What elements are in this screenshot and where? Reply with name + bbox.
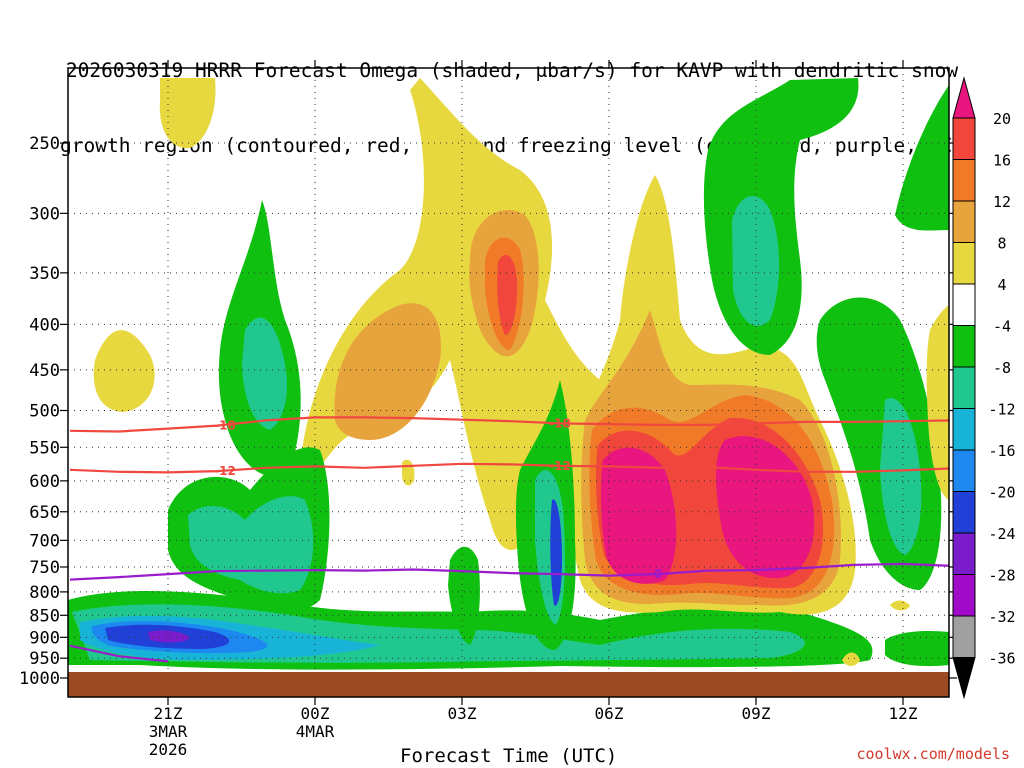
- colorbar-swatch: [952, 574, 976, 617]
- y-tick-label: 800: [29, 583, 60, 603]
- omega-upper-yellow-3: [300, 78, 600, 550]
- chart-title-line1: 2026030319 HRRR Forecast Omega (shaded, …: [65, 59, 959, 82]
- x-tick-sublabel: 3MAR: [149, 722, 188, 741]
- y-tick-label: 650: [29, 503, 60, 523]
- y-tick-label: 700: [29, 531, 60, 551]
- x-tick-sublabel: 2026: [149, 740, 188, 759]
- omega-upper-red-1: [497, 254, 518, 335]
- y-tick-label: 300: [29, 204, 60, 224]
- y-tick-label: 950: [29, 649, 60, 669]
- colorbar-swatch: [952, 242, 976, 285]
- x-tick-label: 12Z: [889, 704, 918, 723]
- colorbar-label: 16: [993, 152, 1011, 170]
- colorbar-top-arrow: [952, 76, 976, 119]
- omega-col-teal-2: [188, 496, 314, 594]
- colorbar-label: -32: [988, 608, 1015, 626]
- colorbar-label: -16: [988, 442, 1015, 460]
- x-tick-sublabel: 4MAR: [296, 722, 335, 741]
- omega-col-teal-5: [880, 398, 922, 555]
- y-tick-label: 750: [29, 558, 60, 578]
- x-tick-label: 21Z: [154, 704, 183, 723]
- omega-small-yellow-1: [890, 600, 910, 611]
- colorbar-swatch: [952, 408, 976, 451]
- contour-label: -18: [214, 419, 236, 433]
- omega-small-yellow-2: [842, 652, 860, 666]
- y-tick-label: 900: [29, 628, 60, 648]
- omega-shading: [68, 78, 949, 670]
- x-tick-label: 09Z: [742, 704, 771, 723]
- omega-band-purple: [148, 630, 190, 643]
- colorbar-swatch: [952, 491, 976, 534]
- omega-col-blue-3: [550, 499, 562, 606]
- colorbar-label: -12: [988, 401, 1015, 419]
- temperature-contours: -18 -18 -12 -12 0: [69, 416, 949, 663]
- omega-small-yellow-3: [402, 459, 415, 486]
- omega-upper-orange-1: [334, 303, 441, 440]
- x-tick-label: 00Z: [301, 704, 330, 723]
- colorbar-label: -8: [993, 359, 1011, 377]
- y-tick-label: 1000: [19, 669, 60, 689]
- y-tick-label: 400: [29, 315, 60, 335]
- credit-link[interactable]: coolwx.com/models: [856, 745, 1010, 763]
- colorbar-label: -28: [988, 567, 1015, 585]
- colorbar-swatch: [952, 325, 976, 368]
- contour-label: 0: [654, 567, 662, 581]
- colorbar-label: 12: [993, 193, 1011, 211]
- colorbar-label: 4: [997, 276, 1006, 294]
- y-tick-label: 450: [29, 361, 60, 381]
- y-tick-label: 550: [29, 438, 60, 458]
- x-tick-label: 06Z: [595, 704, 624, 723]
- x-axis-title: Forecast Time (UTC): [400, 745, 618, 767]
- colorbar-label: 20: [993, 110, 1011, 128]
- contour-line: [69, 644, 169, 663]
- plot-frame: [67, 67, 950, 698]
- colorbar-label: -24: [988, 525, 1015, 543]
- colorbar-swatch: [952, 615, 976, 658]
- omega-col-yellow-6: [926, 305, 949, 500]
- colorbar-label: -20: [988, 484, 1015, 502]
- contour-label: -12: [214, 464, 236, 478]
- ground-surface: [68, 672, 949, 697]
- colorbar-swatch: [952, 117, 976, 160]
- colorbar-label: -36: [988, 650, 1015, 668]
- contour-label: -18: [549, 416, 571, 430]
- y-tick-label: 600: [29, 472, 60, 492]
- contour-label: -12: [549, 459, 571, 473]
- omega-colorbar: 20 16 12 8 4 -4 -8 -12 -16 -20 -24 -28 -32 -36: [952, 76, 1016, 700]
- colorbar-swatch: [952, 449, 976, 492]
- y-tick-label: 250: [29, 134, 60, 154]
- x-tick-label: 03Z: [448, 704, 477, 723]
- y-tick-label: 500: [29, 402, 60, 422]
- colorbar-swatch: [952, 200, 976, 243]
- omega-small-green: [885, 630, 949, 667]
- colorbar-swatch: [952, 283, 976, 326]
- y-tick-label: 350: [29, 264, 60, 284]
- contour-line: [69, 462, 949, 474]
- colorbar-label: -4: [993, 318, 1011, 336]
- omega-upper-yellow-1: [159, 78, 216, 149]
- colorbar-label: 8: [997, 235, 1006, 253]
- colorbar-swatch: [952, 366, 976, 409]
- contour-line: [69, 562, 949, 581]
- colorbar-swatch: [952, 159, 976, 202]
- pressure-axis: 2503003504004505005506006507007508008509…: [19, 134, 957, 689]
- omega-col-teal-1: [242, 317, 287, 430]
- y-tick-label: 850: [29, 606, 60, 626]
- omega-upper-yellow-2: [93, 330, 155, 412]
- colorbar-bottom-arrow: [952, 657, 976, 700]
- contour-line: [69, 416, 949, 433]
- chart-title: 2026030319 HRRR Forecast Omega (shaded, …: [0, 8, 1024, 183]
- colorbar-swatch: [952, 532, 976, 575]
- omega-col-green-6: [895, 85, 949, 231]
- omega-ascent-pink-1: [601, 447, 677, 584]
